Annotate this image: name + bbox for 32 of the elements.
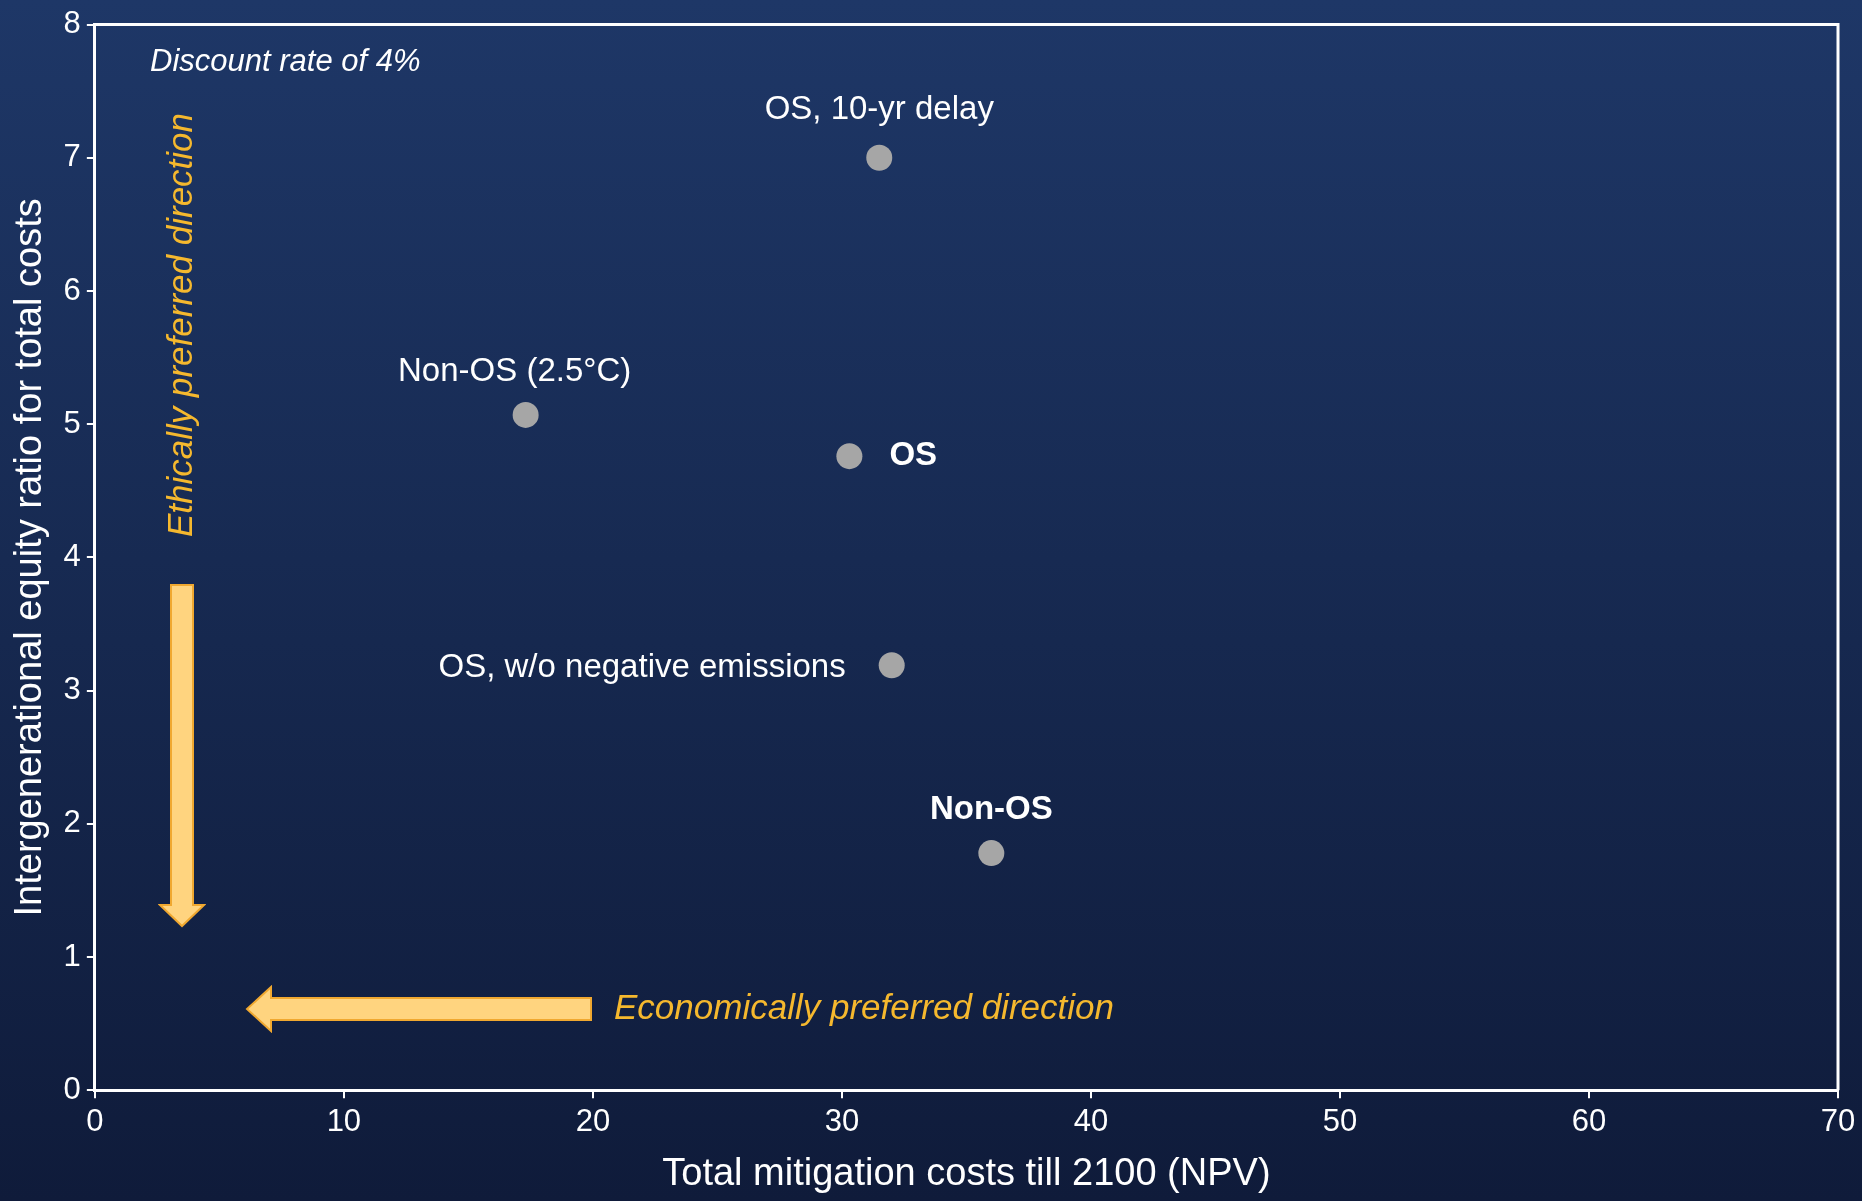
x-tick-label: 20 bbox=[575, 1103, 611, 1139]
point bbox=[836, 443, 863, 470]
annotation: OS bbox=[889, 435, 938, 473]
y-tick-label: 2 bbox=[63, 804, 81, 840]
annotation: Non-OS (2.5°C) bbox=[398, 350, 632, 388]
y-tick-label: 1 bbox=[63, 937, 81, 973]
y-tick-label: 6 bbox=[63, 271, 81, 307]
point bbox=[878, 652, 905, 679]
y-tick-label: 0 bbox=[63, 1070, 81, 1106]
annotation: Discount rate of 4% bbox=[150, 42, 421, 78]
x-tick-label: 0 bbox=[86, 1103, 104, 1139]
annotation: OS, w/o negative emissions bbox=[438, 647, 846, 685]
x-tick-label: 60 bbox=[1571, 1103, 1607, 1139]
y-axis-title: Intergenerational equity ratio for total costs bbox=[7, 198, 50, 917]
point bbox=[866, 144, 893, 171]
x-tick-label: 40 bbox=[1073, 1103, 1109, 1139]
y-tick-label: 5 bbox=[63, 404, 81, 440]
y-tick-label: 4 bbox=[63, 537, 81, 573]
annotation: Economically preferred direction bbox=[614, 986, 1114, 1026]
y-tick-label: 8 bbox=[63, 5, 81, 41]
point bbox=[512, 401, 539, 428]
x-axis-title: Total mitigation costs till 2100 (NPV) bbox=[662, 1150, 1271, 1193]
x-tick-label: 70 bbox=[1820, 1103, 1856, 1139]
annotation: Ethically preferred direction bbox=[159, 112, 199, 538]
point bbox=[978, 840, 1005, 867]
y-tick-label: 3 bbox=[63, 671, 81, 707]
x-tick-label: 50 bbox=[1322, 1103, 1358, 1139]
x-tick-label: 30 bbox=[824, 1103, 860, 1139]
x-tick-label: 10 bbox=[326, 1103, 362, 1139]
annotation: OS, 10-yr delay bbox=[764, 88, 995, 126]
annotation: Non-OS bbox=[929, 789, 1053, 827]
y-tick-label: 7 bbox=[63, 138, 81, 174]
